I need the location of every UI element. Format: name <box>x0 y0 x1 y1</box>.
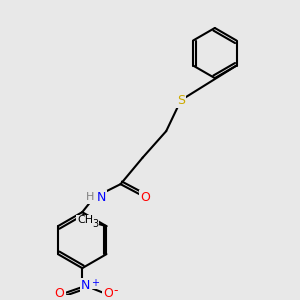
Text: 3: 3 <box>92 219 99 229</box>
Text: CH: CH <box>77 215 93 225</box>
Text: O: O <box>54 287 64 300</box>
Text: +: + <box>92 278 100 288</box>
Text: N: N <box>81 279 91 292</box>
Text: O: O <box>141 191 151 204</box>
Text: H: H <box>85 192 94 203</box>
Text: N: N <box>97 191 106 204</box>
Text: O: O <box>103 287 113 300</box>
Text: -: - <box>113 284 118 297</box>
Text: S: S <box>177 94 185 107</box>
